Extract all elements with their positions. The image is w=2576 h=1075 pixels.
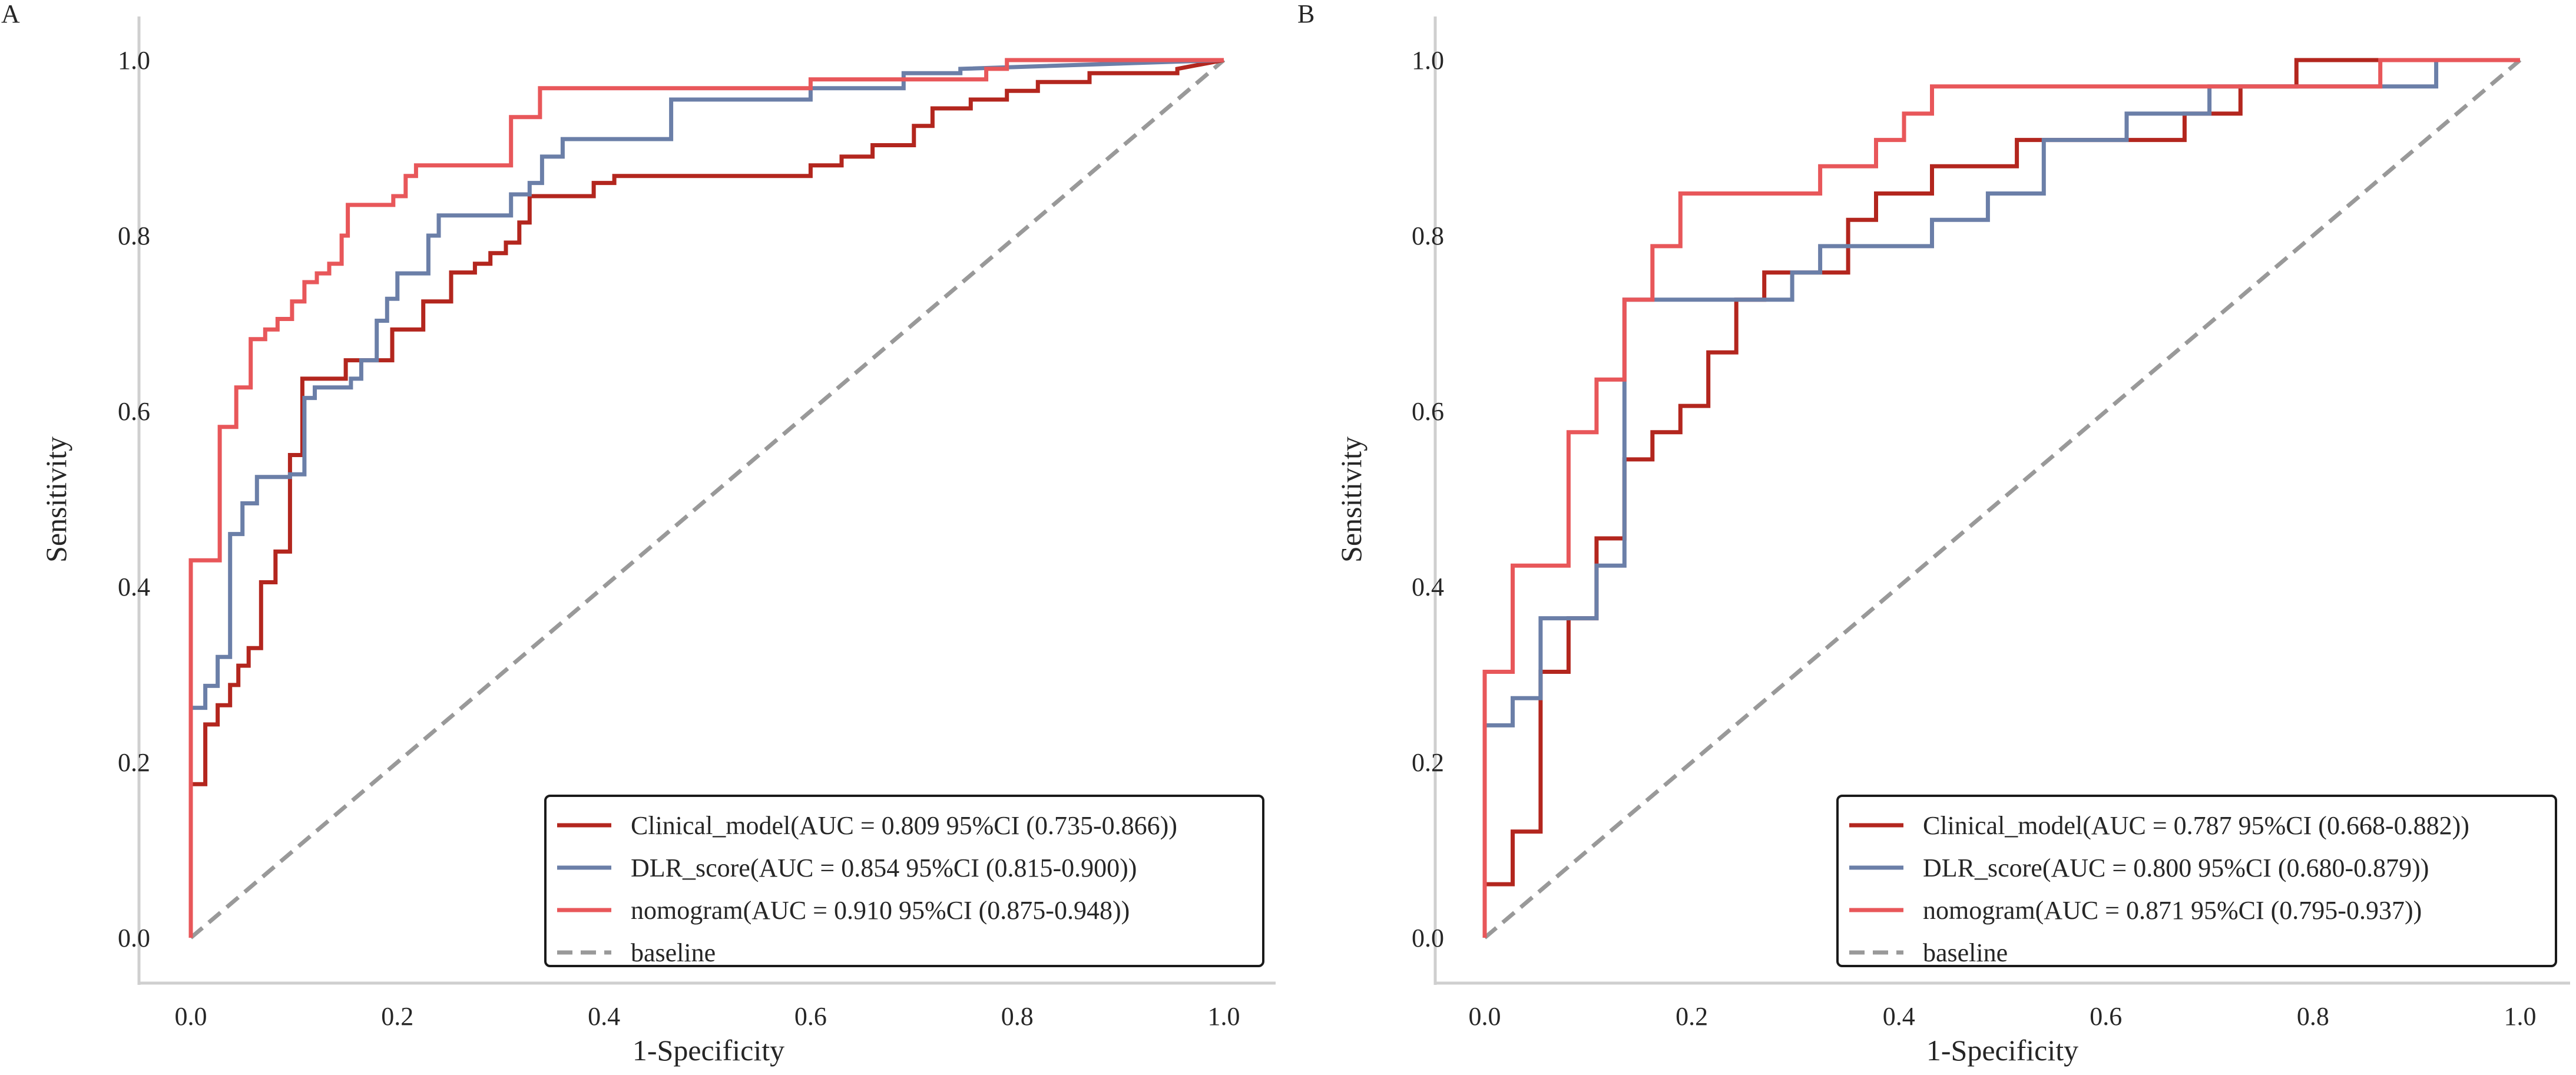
legend-label: Clinical_model(AUC = 0.787 95%CI (0.668-… <box>1923 811 2469 840</box>
x-tick-label: 0.0 <box>175 1002 207 1031</box>
roc-curve-baseline <box>1483 58 2522 940</box>
legend-item: nomogram(AUC = 0.910 95%CI (0.875-0.948)… <box>557 896 1130 925</box>
roc-panel-b: B 0.00.20.40.60.81.0 0.0 0.2 0.4 0.6 0.8 1.0 … <box>1297 0 2570 1067</box>
legend-label: Clinical_model(AUC = 0.809 95%CI (0.735-… <box>631 811 1177 840</box>
legend-item: baseline <box>1849 938 2008 967</box>
y-tick-label: 1.0 <box>118 46 150 75</box>
x-tick-label: 0.2 <box>381 1002 413 1031</box>
roc-curve-nomogram <box>188 58 1224 938</box>
roc-curve-baseline <box>189 58 1226 940</box>
legend-box <box>1836 795 2557 967</box>
x-tick-label: 0.4 <box>588 1002 620 1031</box>
legend-label: DLR_score(AUC = 0.800 95%CI (0.680-0.879… <box>1923 854 2429 882</box>
x-tick-labels: 0.0 0.2 0.4 0.6 0.8 1.0 <box>1469 1002 2537 1031</box>
legend-item: DLR_score(AUC = 0.800 95%CI (0.680-0.879… <box>1849 854 2429 882</box>
y-tick-label: 0.0 <box>1412 924 1444 952</box>
x-tick-label: 0.6 <box>2090 1002 2122 1031</box>
x-tick-label: 0.8 <box>2297 1002 2329 1031</box>
x-tick-label: 0.0 <box>1469 1002 1501 1031</box>
curve-layer <box>188 58 1226 940</box>
x-axis-title: 1-Specificity <box>633 1034 784 1067</box>
y-tick-label: 0.4 <box>118 573 150 601</box>
roc-curve-dlr-score <box>1482 58 2520 938</box>
curve-layer <box>1482 58 2522 940</box>
legend: Clinical_model(AUC = 0.809 95%CI (0.735-… <box>544 795 1264 967</box>
y-tick-label: 0.6 <box>118 397 150 426</box>
legend-label: DLR_score(AUC = 0.854 95%CI (0.815-0.900… <box>631 854 1137 882</box>
roc-panel-a: A 0.00.20.40.60.81.0 0.0 0.2 0.4 0.6 0.8 1.0 … <box>1 0 1276 1067</box>
y-tick-labels: 0.0 0.2 0.4 0.6 0.8 1.0 <box>1412 46 1444 952</box>
x-tick-label: 1.0 <box>2504 1002 2537 1031</box>
roc-curve-dlr-score <box>188 58 1224 938</box>
y-tick-label: 0.0 <box>118 924 150 952</box>
legend-label: nomogram(AUC = 0.910 95%CI (0.875-0.948)… <box>631 896 1130 925</box>
y-tick-label: 0.2 <box>1412 748 1444 777</box>
x-axis-title: 1-Specificity <box>1926 1034 2078 1067</box>
y-axis-title: Sensitivity <box>39 436 72 563</box>
y-tick-label: 0.4 <box>1412 573 1444 601</box>
legend-label: baseline <box>1923 938 2008 967</box>
y-axis-title: Sensitivity <box>1335 436 1368 563</box>
y-tick-label: 0.6 <box>1412 397 1444 426</box>
legend-label: nomogram(AUC = 0.871 95%CI (0.795-0.937)… <box>1923 896 2422 925</box>
legend-item: DLR_score(AUC = 0.854 95%CI (0.815-0.900… <box>557 854 1137 882</box>
y-tick-labels: 0.0 0.2 0.4 0.6 0.8 1.0 <box>118 46 150 952</box>
legend-box <box>544 795 1264 967</box>
roc-curve-clinical-model <box>188 58 1224 938</box>
y-tick-label: 0.8 <box>118 221 150 250</box>
legend-item: Clinical_model(AUC = 0.787 95%CI (0.668-… <box>1849 811 2469 840</box>
x-tick-label: 0.8 <box>1001 1002 1034 1031</box>
y-tick-label: 0.8 <box>1412 221 1444 250</box>
panel-label: A <box>1 0 20 28</box>
x-tick-label: 0.2 <box>1676 1002 1708 1031</box>
legend: Clinical_model(AUC = 0.787 95%CI (0.668-… <box>1836 795 2557 967</box>
x-tick-label: 1.0 <box>1208 1002 1240 1031</box>
y-tick-label: 0.2 <box>118 748 150 777</box>
x-tick-label: 0.6 <box>794 1002 827 1031</box>
legend-item: nomogram(AUC = 0.871 95%CI (0.795-0.937)… <box>1849 896 2422 925</box>
roc-curve-nomogram <box>1482 58 2520 938</box>
x-tick-label: 0.4 <box>1883 1002 1915 1031</box>
legend-label: baseline <box>631 938 716 967</box>
x-tick-labels: 0.0 0.2 0.4 0.6 0.8 1.0 <box>175 1002 1240 1031</box>
y-tick-label: 1.0 <box>1412 46 1444 75</box>
legend-item: Clinical_model(AUC = 0.809 95%CI (0.735-… <box>557 811 1177 840</box>
legend-item: baseline <box>557 938 716 967</box>
panel-label: B <box>1297 0 1315 28</box>
